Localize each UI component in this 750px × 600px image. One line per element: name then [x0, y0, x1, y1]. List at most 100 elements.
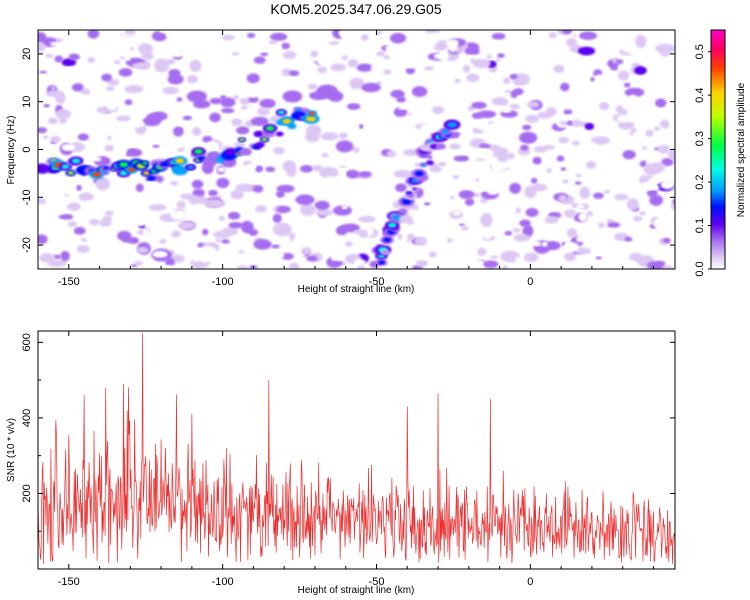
heatmap-cell [617, 114, 632, 123]
heatmap-cell [250, 116, 269, 127]
heatmap-cell [431, 216, 442, 222]
heatmap-cell [414, 162, 421, 167]
heatmap-cell [113, 184, 122, 192]
heatmap-cell [83, 234, 93, 240]
heatmap-cell [177, 221, 196, 230]
heatmap-cell [278, 110, 285, 115]
heatmap-cell [393, 169, 412, 179]
heatmap-cell [55, 109, 72, 120]
heatmap-cell [361, 82, 381, 93]
heatmap-cell [664, 78, 675, 87]
heatmap-cell [483, 260, 499, 269]
heatmap-cell [53, 254, 61, 260]
heatmap-cell [437, 161, 447, 167]
heatmap-cell [225, 147, 238, 156]
heatmap-cell [653, 126, 661, 131]
heatmap-cell [98, 201, 106, 206]
heatmap-cell [136, 246, 149, 254]
heatmap-cell [160, 96, 170, 103]
heatmap-cell [213, 208, 225, 216]
snr-y-tick-label: 200 [21, 484, 33, 502]
heatmap-cell [452, 174, 460, 180]
heatmap-cell [242, 199, 259, 208]
heatmap-cell [616, 184, 631, 191]
snr-y-tick-label: 400 [21, 409, 33, 427]
heatmap-cell [376, 51, 386, 57]
heatmap-cell [171, 230, 181, 238]
heatmap-cell [236, 126, 250, 135]
heatmap-cell [671, 199, 675, 204]
heatmap-cell [577, 46, 596, 56]
heatmap-cell [501, 107, 512, 113]
heatmap-cell [232, 95, 240, 100]
heatmap-cell [599, 102, 610, 110]
heatmap-cell [230, 189, 244, 200]
heatmap-cell [560, 167, 567, 172]
heatmap-cell [471, 112, 484, 119]
heatmap-cell [155, 72, 166, 79]
heatmap-cell [661, 158, 674, 167]
heatmap-cell [610, 65, 618, 71]
heatmap-cell [142, 149, 159, 158]
heatmap-cell [532, 156, 542, 165]
heatmap-cell [170, 210, 188, 220]
heatmap-cell [235, 183, 254, 193]
heatmap-cell [565, 37, 578, 47]
heatmap-cell [622, 150, 636, 160]
heatmap-cell [327, 90, 344, 102]
heatmap-cell [489, 255, 499, 260]
heatmap-cell [142, 161, 148, 165]
snr-x-axis: -150 -100 -50 0 [37, 331, 654, 588]
heatmap-cell [522, 224, 534, 238]
heatmap-cell [50, 135, 62, 143]
heatmap-cell [660, 135, 670, 143]
heatmap-cell [301, 247, 313, 255]
heatmap-cell [65, 66, 77, 73]
heatmap-cell [438, 50, 449, 62]
heatmap-cell [405, 67, 416, 75]
heatmap-cell [126, 148, 143, 157]
heatmap-cell [47, 117, 58, 125]
heatmap-cell [399, 214, 413, 224]
heatmap-cell [66, 138, 75, 143]
heatmap-cell [106, 100, 118, 111]
heatmap-x-axis: -150 -100 -50 0 [37, 30, 654, 288]
heatmap-cell [562, 179, 569, 184]
heatmap-cell [579, 117, 587, 122]
snr-frame [37, 330, 676, 570]
heatmap-cell [279, 87, 285, 93]
heatmap-cell [187, 165, 194, 170]
heatmap-cell [198, 246, 217, 258]
heatmap-cell [119, 161, 129, 168]
heatmap-cell [567, 157, 577, 163]
heatmap-cell [289, 70, 300, 77]
heatmap-cell [88, 218, 100, 226]
heatmap-cell [142, 229, 150, 236]
heatmap-cell [186, 90, 207, 103]
heatmap-cell [276, 205, 291, 214]
heatmap-cell [137, 204, 148, 211]
heatmap-cell [398, 150, 404, 155]
heatmap-cell [135, 183, 144, 193]
heatmap-cell [170, 180, 179, 186]
heatmap-cell [134, 260, 143, 266]
heatmap-cell [519, 131, 538, 144]
heatmap-cell [147, 93, 161, 107]
heatmap-cell [358, 124, 364, 129]
heatmap-cell [344, 241, 353, 247]
heatmap-cell [287, 123, 297, 130]
heatmap-cell [646, 174, 653, 179]
heatmap-cell [168, 69, 181, 78]
heatmap-cell [383, 187, 390, 192]
colorbar-tick-label: 0.5 [694, 44, 706, 59]
heatmap-cell [533, 145, 548, 153]
heatmap-cell [127, 237, 139, 244]
heatmap-cell [472, 58, 491, 69]
heatmap-cell [216, 177, 230, 189]
heatmap-cell [271, 45, 279, 50]
heatmap-cell [389, 32, 407, 44]
heatmap-cell [119, 170, 128, 176]
heatmap-cell [394, 126, 408, 139]
heatmap-cell [150, 111, 168, 121]
heatmap-cell [61, 58, 77, 67]
